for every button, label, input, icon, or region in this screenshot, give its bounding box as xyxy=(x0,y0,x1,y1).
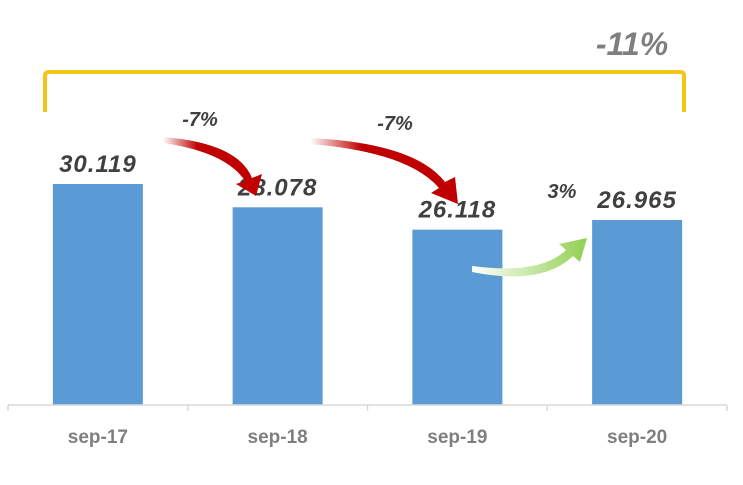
x-tick-label-sep-19: sep-19 xyxy=(427,427,487,448)
change-arrow-up xyxy=(472,238,587,277)
bar-sep-17 xyxy=(52,184,143,405)
change-label-2: -7% xyxy=(377,113,413,135)
value-label-sep-17: 30.119 xyxy=(59,151,137,178)
bar-sep-20 xyxy=(592,219,683,405)
value-label-sep-20: 26.965 xyxy=(596,187,676,214)
change-label-1: -7% xyxy=(182,109,218,131)
bar-sep-18 xyxy=(232,207,323,405)
total-change-bracket xyxy=(43,70,686,112)
x-tick-label-sep-18: sep-18 xyxy=(248,427,308,448)
change-arrow-down-2 xyxy=(310,138,458,204)
change-label-3: 3% xyxy=(548,181,577,203)
x-tick-label-sep-20: sep-20 xyxy=(607,427,667,448)
bar-sep-19 xyxy=(412,229,503,405)
change-arrow-down-1 xyxy=(163,137,262,196)
total-change-label: -11% xyxy=(596,26,668,62)
x-tick-label-sep-17: sep-17 xyxy=(68,427,128,448)
